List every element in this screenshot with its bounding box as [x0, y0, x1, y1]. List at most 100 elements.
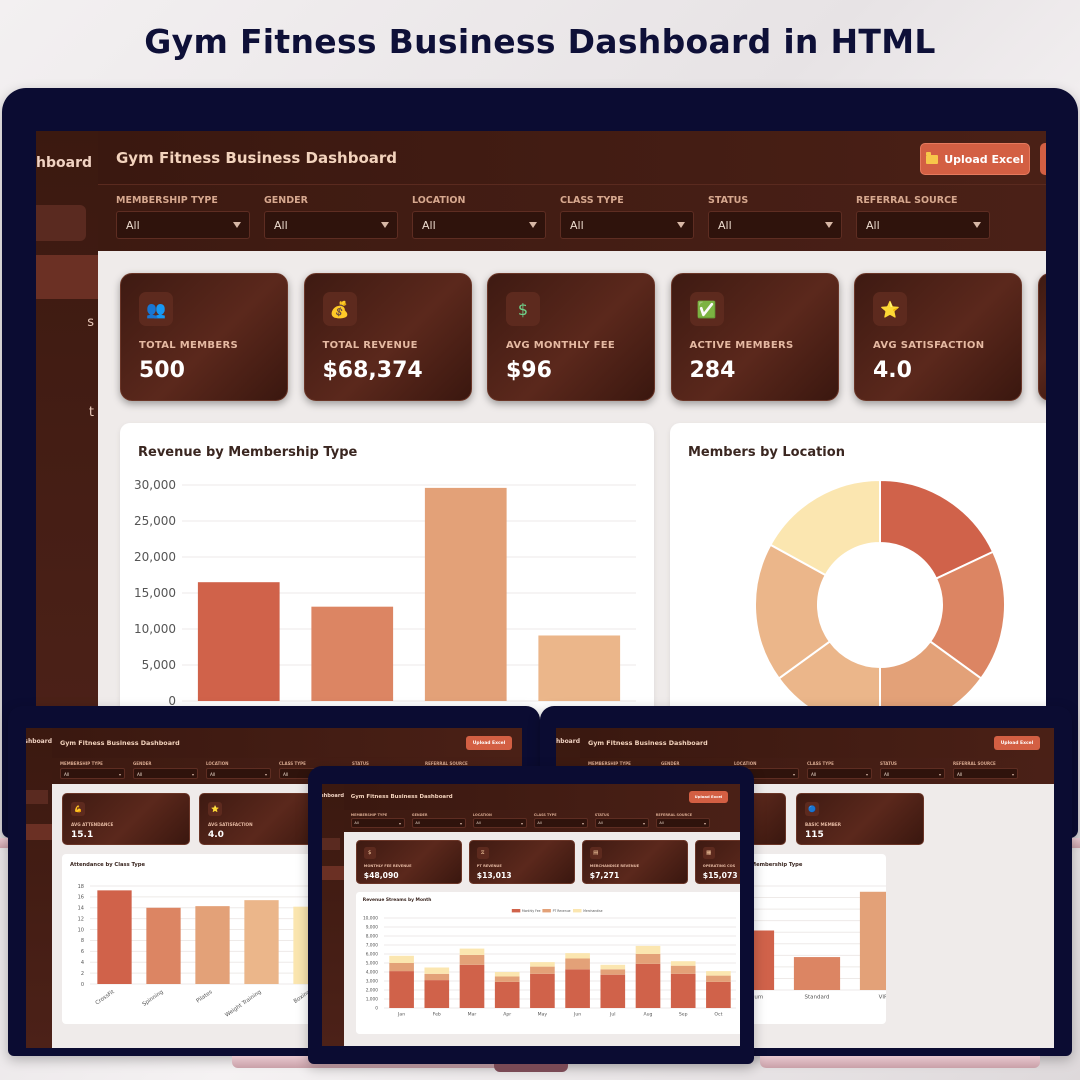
bar-segment[interactable] — [424, 973, 450, 980]
mini-sidebar-item[interactable] — [322, 838, 340, 850]
bar-segment[interactable] — [635, 963, 661, 1008]
filter-select[interactable]: All — [412, 211, 546, 239]
x-tick-label: Pilates — [195, 989, 213, 1004]
mini-top-bar: Gym Fitness Business Dashboard Upload Exc… — [580, 728, 1054, 758]
mini-filter: REFERRAL SOURCE All — [655, 813, 710, 828]
bar-segment[interactable] — [670, 973, 696, 1008]
bar-segment[interactable] — [670, 965, 696, 974]
bar-segment[interactable] — [530, 961, 555, 967]
kpi-card: ▤ MERCHANDISE REVENUE $7,271 — [582, 839, 688, 884]
bar-segment[interactable] — [459, 948, 485, 955]
bar[interactable] — [244, 900, 279, 984]
y-tick-label: 3,000 — [366, 978, 379, 984]
x-tick-label: Oct — [714, 1011, 722, 1017]
chevron-down-icon — [939, 773, 941, 776]
mini-dashboard-title: Gym Fitness Business Dashboard — [350, 793, 453, 800]
pie-slice[interactable] — [769, 478, 881, 577]
filter-select[interactable]: All — [856, 211, 990, 239]
upload-excel-button[interactable]: Upload Excel — [994, 736, 1040, 750]
sidebar-item-1[interactable]: s — [87, 315, 94, 330]
filter-select[interactable]: All — [411, 818, 466, 828]
filter-value: All — [718, 219, 732, 232]
bar-segment[interactable] — [459, 964, 485, 1008]
filter-select[interactable]: All — [708, 211, 842, 239]
bar[interactable] — [197, 582, 280, 701]
filter-label: CLASS TYPE — [279, 761, 306, 766]
bar-segment[interactable] — [530, 973, 555, 1008]
filter-select[interactable]: All — [953, 768, 1018, 779]
star-icon: ⭐ — [208, 802, 222, 816]
chevron-down-icon — [973, 222, 981, 228]
bar[interactable] — [311, 606, 394, 701]
upload-excel-button[interactable]: Upload Excel — [688, 791, 728, 803]
bar-segment[interactable] — [494, 976, 520, 982]
bar-segment[interactable] — [706, 981, 731, 1008]
sidebar-item-active[interactable] — [36, 255, 98, 299]
bar-segment[interactable] — [459, 954, 485, 965]
bar-segment[interactable] — [706, 975, 731, 982]
bar-segment[interactable] — [565, 958, 590, 969]
bar-segment[interactable] — [635, 953, 661, 964]
pie-slice[interactable] — [879, 478, 995, 580]
filter-label: CLASS TYPE — [560, 195, 624, 206]
chart-title: Revenue Streams by Month — [362, 898, 432, 904]
filter-select[interactable]: All — [533, 818, 588, 828]
sidebar-item-2[interactable]: t — [88, 405, 94, 420]
mini-dashboard-title: Gym Fitness Business Dashboard — [588, 739, 708, 747]
filter-select[interactable]: All — [206, 768, 271, 779]
y-tick-label: 6 — [81, 949, 84, 955]
filter-select[interactable]: All — [116, 211, 250, 239]
filter-select[interactable]: All — [133, 768, 198, 779]
bar[interactable] — [424, 487, 507, 701]
bar-segment[interactable] — [389, 955, 414, 963]
bar-segment[interactable] — [670, 960, 696, 966]
bar[interactable] — [195, 906, 230, 984]
filter-select[interactable]: All — [807, 768, 872, 779]
bar-segment[interactable] — [565, 952, 590, 958]
bar-segment[interactable] — [600, 968, 626, 975]
filter-value: All — [415, 821, 420, 826]
sidebar-search[interactable] — [36, 205, 86, 241]
bar-segment[interactable] — [635, 945, 661, 954]
filter-select[interactable]: All — [60, 768, 125, 779]
mini-sidebar-active[interactable] — [26, 824, 52, 840]
bar[interactable] — [793, 957, 841, 990]
filter-select[interactable]: All — [655, 818, 710, 828]
bar-segment[interactable] — [565, 968, 590, 1008]
filter-select[interactable]: All — [594, 818, 649, 828]
filter-4: STATUS All — [708, 195, 842, 239]
bar-segment[interactable] — [424, 979, 450, 1008]
y-tick-label: 25,000 — [134, 514, 176, 528]
filter-select[interactable]: All — [264, 211, 398, 239]
secondary-button[interactable] — [1040, 143, 1046, 175]
y-tick-label: 8 — [81, 938, 84, 944]
bar[interactable] — [538, 635, 621, 701]
filter-select[interactable]: All — [350, 818, 405, 828]
bar-segment[interactable] — [389, 962, 414, 971]
bar-segment[interactable] — [600, 964, 626, 969]
bar-segment[interactable] — [389, 970, 414, 1008]
upload-excel-button[interactable]: Upload Excel — [920, 143, 1030, 175]
upload-excel-button[interactable]: Upload Excel — [466, 736, 512, 750]
filter-select[interactable]: All — [472, 818, 527, 828]
pie-slice[interactable] — [754, 543, 832, 680]
filter-select[interactable]: All — [880, 768, 945, 779]
kpi-label: PT REVENUE — [476, 864, 502, 869]
mini-sidebar-item[interactable] — [26, 790, 48, 804]
legend-label[interactable]: PT Revenue — [553, 909, 571, 913]
kpi-card: $ AVG MONTHLY FEE $96 — [487, 273, 655, 401]
bar[interactable] — [97, 890, 132, 984]
legend-label[interactable]: Monthly Fee — [522, 909, 541, 913]
bar-segment[interactable] — [530, 966, 555, 974]
bar-segment[interactable] — [706, 970, 731, 976]
bar[interactable] — [859, 891, 886, 990]
filter-select[interactable]: All — [560, 211, 694, 239]
bar-segment[interactable] — [494, 971, 520, 977]
mini-sidebar-active[interactable] — [322, 866, 344, 880]
x-tick-label: Jan — [397, 1011, 405, 1017]
bar-segment[interactable] — [424, 967, 450, 974]
bar-segment[interactable] — [494, 981, 520, 1008]
bar-segment[interactable] — [600, 974, 626, 1008]
bar[interactable] — [146, 907, 181, 984]
legend-label[interactable]: Merchandise — [583, 909, 602, 913]
